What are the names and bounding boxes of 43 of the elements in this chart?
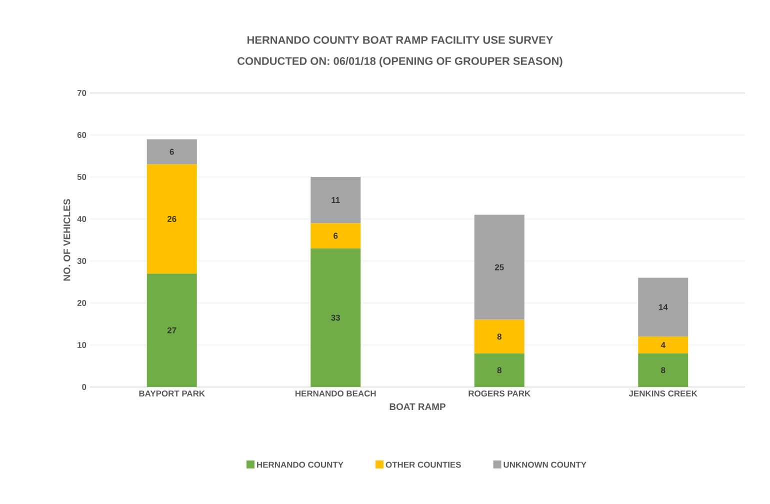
y-tick-label: 10 — [78, 342, 86, 348]
data-label: 14 — [658, 304, 668, 310]
bar — [310, 176, 361, 224]
bar — [474, 320, 524, 354]
y-tick-label: 40 — [77, 216, 86, 222]
y-tick-label: 50 — [77, 174, 86, 180]
bar — [638, 278, 688, 337]
y-tick-label: 70 — [77, 90, 86, 96]
data-label: 8 — [497, 367, 502, 374]
legend-label: UNKNOWN COUNTY — [504, 462, 586, 468]
y-tick-label: 60 — [77, 132, 86, 138]
x-axis-title: BOAT RAMP — [390, 403, 446, 410]
bar — [146, 139, 197, 164]
y-tick-label: 30 — [77, 258, 86, 264]
bar — [146, 274, 197, 387]
x-tick-label: JENKINS CREEK — [628, 390, 698, 396]
bar — [638, 353, 688, 387]
chart-title: HERNANDO COUNTY BOAT RAMP FACILITY USE SURVEY — [248, 36, 554, 44]
legend-label: OTHER COUNTIES — [386, 462, 461, 468]
bar — [474, 353, 524, 387]
data-label: 8 — [661, 367, 666, 374]
data-label: 33 — [331, 314, 340, 321]
y-axis-title: NO. OF VEHICLES — [64, 199, 70, 281]
y-tick-label: 20 — [77, 300, 86, 306]
bar — [310, 223, 361, 248]
data-label: 27 — [167, 327, 176, 334]
legend-label: HERNANDO COUNTY — [257, 462, 344, 468]
x-tick-label: HERNANDO BEACH — [296, 390, 376, 396]
bar — [310, 248, 361, 387]
data-label: 26 — [167, 216, 176, 222]
data-label: 6 — [334, 232, 338, 239]
data-label: 4 — [660, 342, 666, 348]
bar — [638, 336, 688, 354]
data-label: 25 — [494, 264, 504, 270]
data-label: 6 — [170, 148, 174, 155]
y-tick-label: 0 — [82, 384, 86, 390]
chart-subtitle: CONDUCTED ON: 06/01/18 (OPENING OF GROUPER SEASON) — [238, 56, 562, 68]
x-tick-label: ROGERS PARK — [468, 390, 531, 396]
data-label: 11 — [332, 197, 340, 204]
x-tick-label: BAYPORT PARK — [139, 390, 205, 396]
bar — [474, 214, 524, 320]
bar — [146, 164, 197, 274]
data-label: 8 — [497, 334, 502, 340]
